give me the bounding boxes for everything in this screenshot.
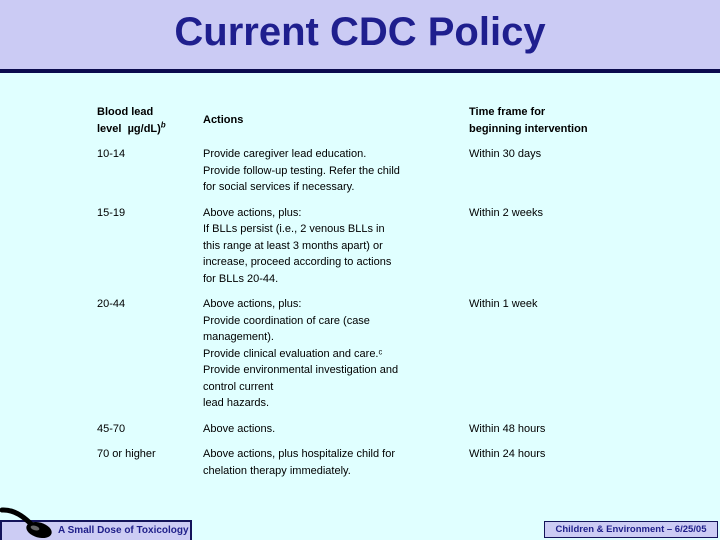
- slide-header: Current CDC Policy: [0, 0, 720, 73]
- policy-table: Blood lead level µg/dL)b Actions Time fr…: [97, 104, 629, 479]
- actions-text: Above actions, plus: If BLLs persist (i.…: [203, 206, 392, 285]
- timeframe-text: Within 48 hours: [469, 422, 546, 435]
- timeframe-text: Within 2 weeks: [469, 206, 543, 219]
- footer-credit-label: Children & Environment – 6/25/05: [555, 524, 707, 535]
- series-title-label: A Small Dose of Toxicology: [58, 525, 189, 536]
- blood-lead-level: 10-14: [97, 148, 126, 160]
- blood-lead-level: 45-70: [97, 422, 126, 435]
- blood-lead-superscript: b: [160, 119, 166, 129]
- timeframe-text: Within 24 hours: [469, 448, 546, 460]
- blood-lead-header-text: Blood lead level µg/dL): [97, 106, 161, 135]
- blood-lead-level: 70 or higher: [97, 448, 156, 460]
- table-row: 45-70 Above actions. Within 48 hours: [97, 421, 629, 438]
- table-row: 10-14 Provide caregiver lead education. …: [97, 146, 629, 196]
- col-header-blood-lead: Blood lead level µg/dL)b: [97, 104, 203, 137]
- table-row: 20-44 Above actions, plus: Provide coord…: [97, 296, 629, 412]
- table-header-row: Blood lead level µg/dL)b Actions Time fr…: [97, 104, 629, 137]
- actions-text: Above actions, plus hospitalize child fo…: [203, 448, 395, 477]
- actions-text: Provide caregiver lead education. Provid…: [203, 148, 400, 193]
- table-row: 15-19 Above actions, plus: If BLLs persi…: [97, 205, 629, 288]
- timeframe-text: Within 30 days: [469, 148, 542, 160]
- table-row: 70 or higher Above actions, plus hospita…: [97, 446, 629, 479]
- actions-text: Above actions, plus: Provide coordinatio…: [203, 298, 399, 409]
- footer-credit-box: Children & Environment – 6/25/05: [544, 521, 718, 538]
- col-header-timeframe: Time frame for beginning intervention: [469, 106, 588, 135]
- col-header-actions: Actions: [203, 114, 244, 127]
- page-title: Current CDC Policy: [174, 10, 546, 54]
- blood-lead-level: 15-19: [97, 206, 126, 219]
- spoon-icon: [0, 507, 52, 539]
- timeframe-text: Within 1 week: [469, 298, 538, 310]
- blood-lead-level: 20-44: [97, 298, 126, 310]
- actions-text: Above actions.: [203, 422, 276, 435]
